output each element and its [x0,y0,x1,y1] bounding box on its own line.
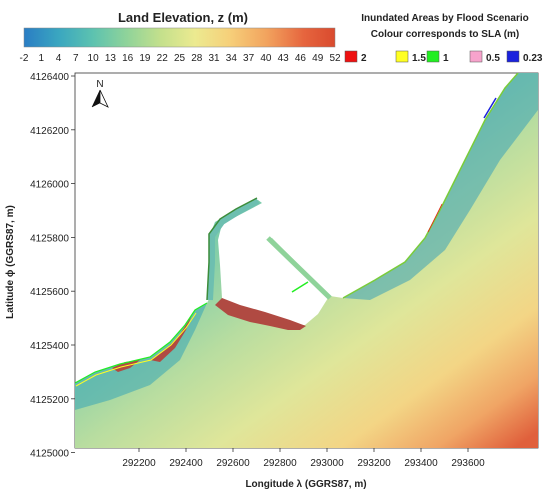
legend-title-line2: Colour corresponds to SLA (m) [371,29,520,40]
y-tick-label: 4125200 [30,395,69,406]
eastern-coastal-lowland [343,73,538,300]
legend-label: 1 [443,53,449,64]
colorbar-tick-label: 28 [191,53,203,64]
legend-swatch [426,50,440,63]
breakwater-edge [206,197,258,301]
coastal-lowland [75,303,207,410]
x-tick-label: 293200 [357,458,391,469]
colorbar-tick-label: 10 [88,53,100,64]
legend-item: 0.23 [506,50,543,64]
colorbar-tick-label: 7 [73,53,79,64]
y-tick-label: 4126000 [30,180,69,191]
colorbar-tick-label: 34 [226,53,238,64]
y-tick-label: 4126200 [30,126,69,137]
breakwater [207,198,260,301]
jetty [266,236,332,300]
legend-label: 0.5 [486,53,500,64]
y-tick-label: 4126400 [30,72,69,83]
colorbar-tick-label: 31 [208,53,220,64]
y-tick-label: 4125600 [30,287,69,298]
x-tick-label: 293400 [404,458,438,469]
legend-title-line1: Inundated Areas by Flood Scenario [361,13,528,24]
colorbar-tick-label: 37 [243,53,255,64]
colorbar-tick-label: 1 [38,53,44,64]
coastline-fringe-east [342,73,519,299]
y-tick-label: 4125000 [30,449,69,460]
y-axis-ticks: 4126400 4126200 4126000 4125800 4125600 41254… [30,72,75,460]
x-tick-label: 292200 [122,458,156,469]
colorbar-tick-label: 46 [295,53,307,64]
colorbar-tick-label: 19 [139,53,151,64]
legend-label: 2 [361,53,367,64]
x-axis-title: Longitude λ (GGRS87, m) [245,479,366,490]
x-tick-label: 293000 [310,458,344,469]
coastline-fringe-0.23m [483,97,497,119]
legend-label: 1.5 [412,53,426,64]
legend-swatch [469,50,483,63]
flood-legend: Inundated Areas by Flood Scenario Colour… [344,13,543,64]
x-axis-ticks: 292200 292400 292600 292800 293000 293200 2934… [122,448,485,469]
y-axis-title: Latitude ϕ (GGRS87, m) [5,205,16,319]
x-tick-label: 292600 [216,458,250,469]
jetty-inner [291,281,309,293]
land-mass [75,73,538,448]
colorbar-tick-label: 22 [157,53,169,64]
colorbar-tick-label: 52 [329,53,341,64]
map-area [75,73,538,448]
legend-swatch [344,50,358,63]
legend-swatch [506,50,520,63]
y-tick-label: 4125800 [30,233,69,244]
x-tick-label: 292400 [169,458,203,469]
colorbar-tick-label: 43 [278,53,290,64]
legend-item: 2 [344,50,367,64]
coastline-fringe-1.5m [75,312,197,387]
inundated-area-2m-harbour [215,298,306,330]
colorbar-tick-label: 13 [105,53,117,64]
x-tick-label: 293600 [451,458,485,469]
colorbar-tick-label: 4 [56,53,62,64]
colorbar-tick-label: 49 [312,53,324,64]
coastline-fringe-1m [75,302,208,384]
legend-item: 1 [426,50,449,64]
x-tick-label: 292800 [263,458,297,469]
legend-items: 2 1.5 1 0.5 0.23 [344,50,543,64]
coastline-fringe-2m [427,203,443,233]
colorbar-tick-label: -2 [20,53,29,64]
north-arrow: N [91,79,109,108]
legend-item: 1.5 [395,50,426,64]
y-tick-label: 4125400 [30,341,69,352]
colorbar-tick-labels: -2 1 4 7 10 13 16 19 22 25 28 31 34 37 40 43 46 49 52 [20,53,341,64]
colorbar-tick-label: 40 [260,53,272,64]
legend-swatch [395,50,409,63]
colorbar-bar [23,27,336,48]
colorbar-title: Land Elevation, z (m) [118,10,248,25]
north-arrow-label: N [96,79,103,90]
colorbar-tick-label: 25 [174,53,186,64]
colorbar-tick-label: 16 [122,53,134,64]
legend-label: 0.23 [523,53,543,64]
legend-item: 0.5 [469,50,500,64]
